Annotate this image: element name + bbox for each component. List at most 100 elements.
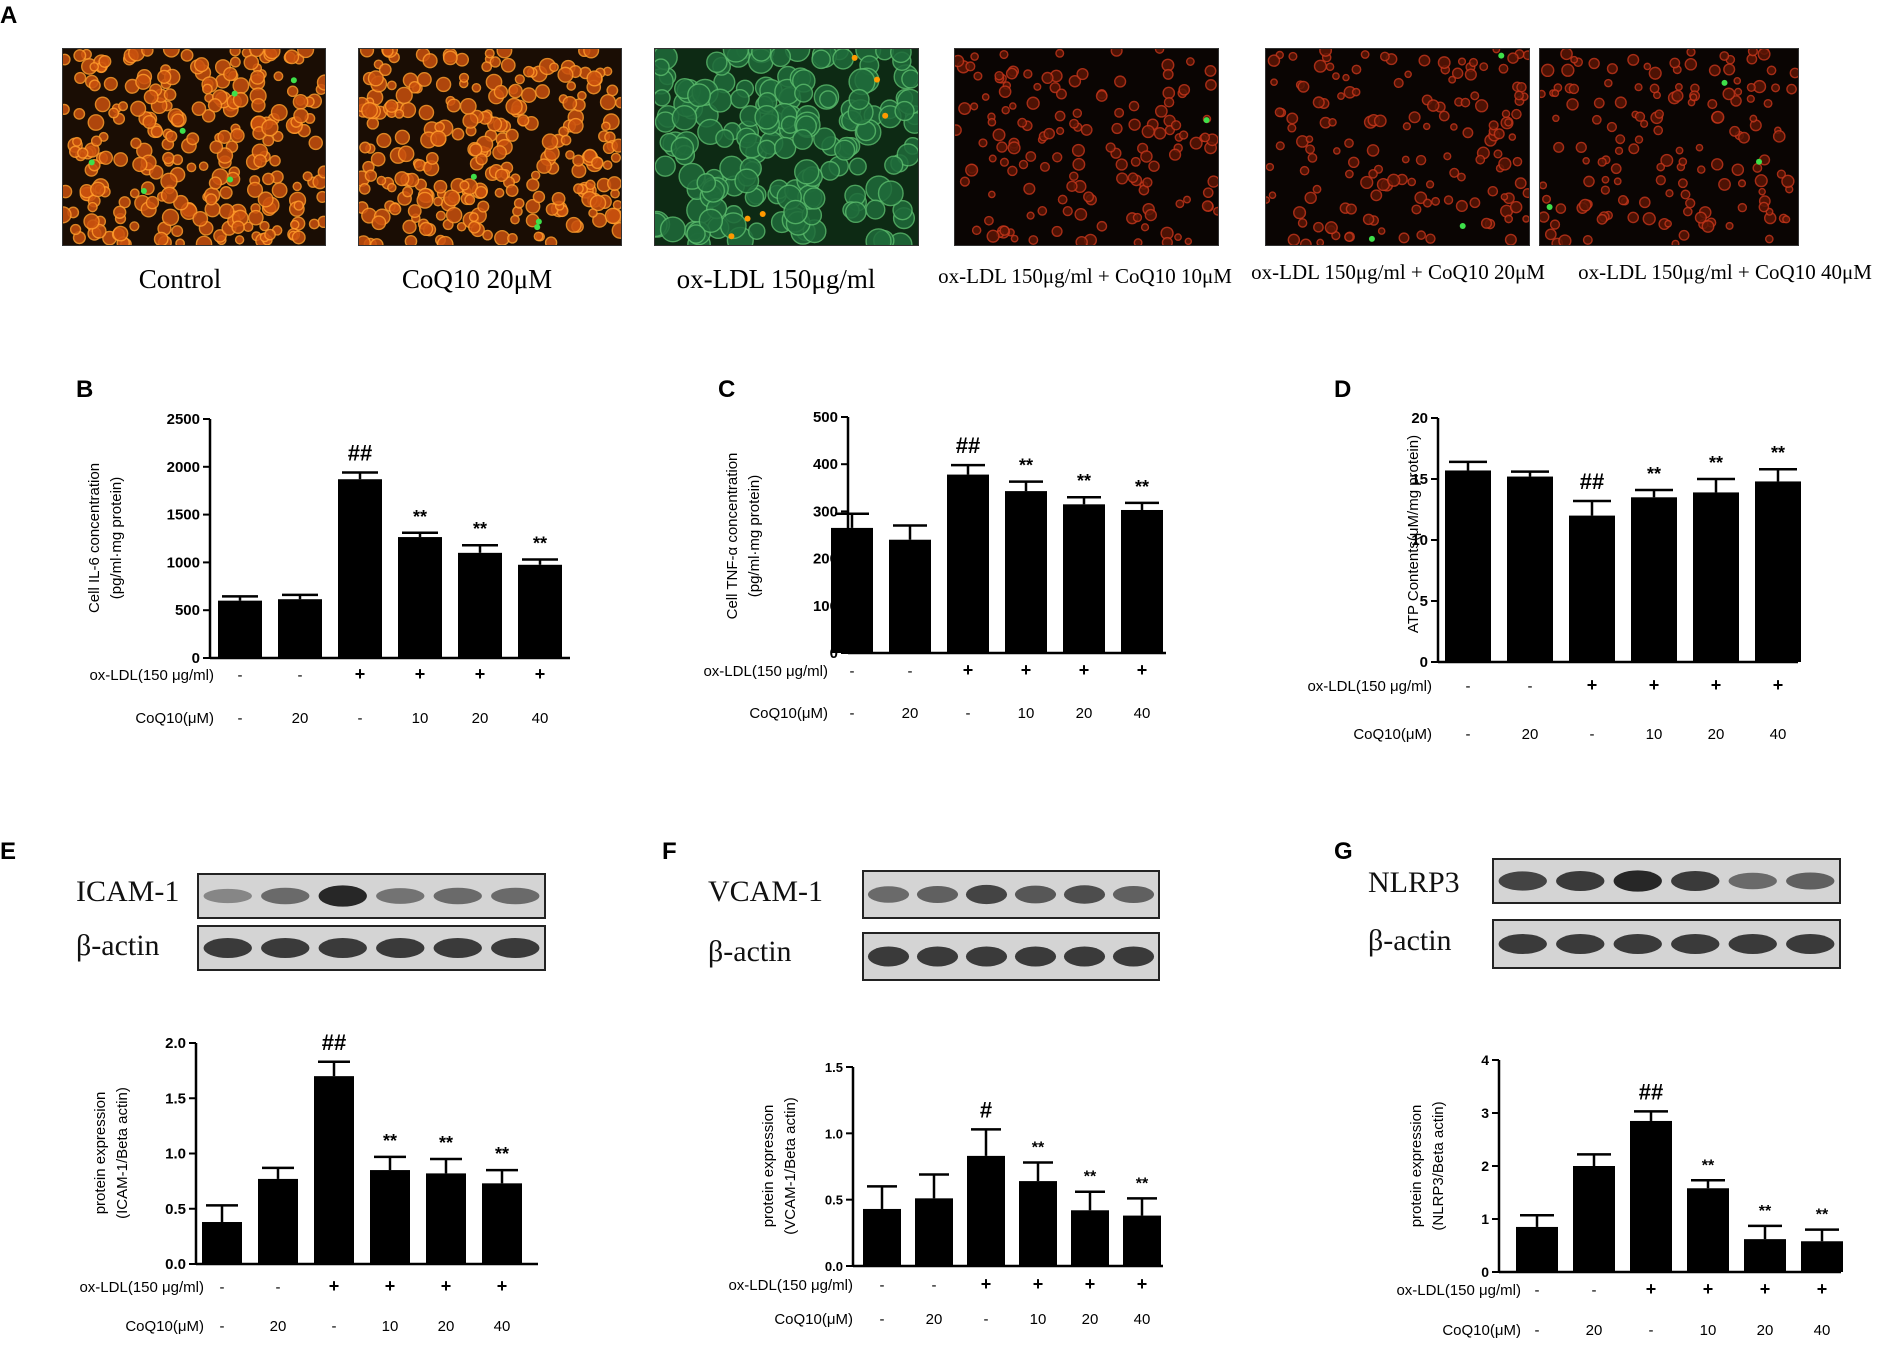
significance-mark: **	[1019, 456, 1033, 476]
oxldl-row-label: ox-LDL(150 μg/ml)	[79, 1279, 204, 1296]
significance-mark: **	[383, 1131, 397, 1151]
significance-mark: **	[1135, 477, 1149, 497]
treatment-value: +	[1137, 1274, 1148, 1294]
significance-mark: **	[1032, 1140, 1045, 1157]
treatment-value: -	[1590, 726, 1595, 743]
y-tick-label: 3	[1481, 1105, 1489, 1121]
oxldl-row-label: ox-LDL(150 μg/ml)	[1307, 678, 1432, 695]
bar	[1123, 1215, 1161, 1266]
blot-target-label: ICAM-1	[76, 875, 180, 908]
treatment-value: -	[1466, 726, 1471, 743]
bar	[967, 1155, 1005, 1266]
oxldl-row-label: ox-LDL(150 μg/ml)	[89, 667, 214, 684]
y-axis-label: (pg/ml·mg protein)	[108, 477, 125, 600]
micrograph-caption: ox-LDL 150μg/ml	[676, 264, 876, 294]
target-blot	[197, 873, 546, 919]
treatment-value: -	[332, 1318, 337, 1335]
significance-mark: ##	[348, 441, 372, 466]
y-tick-label: 1.0	[825, 1126, 843, 1141]
y-tick-label: 1500	[167, 507, 200, 524]
treatment-value: 20	[1757, 1322, 1774, 1339]
y-axis-label: protein expression	[92, 1092, 109, 1215]
bar-chart-g: 0 1 2 3 4 protein expression (NLRP3/Beta actin…	[1396, 1052, 1843, 1339]
treatment-value: -	[850, 705, 855, 722]
bar	[518, 564, 562, 658]
blot-control-label: β-actin	[1368, 924, 1452, 957]
blot-target-label: VCAM-1	[708, 875, 824, 908]
treatment-value: -	[1649, 1322, 1654, 1339]
significance-mark: **	[439, 1133, 453, 1153]
bar	[338, 479, 382, 658]
panel-letter-e: E	[0, 838, 17, 865]
treatment-value: 40	[494, 1318, 511, 1335]
coq10-row-label: CoQ10(μM)	[135, 710, 214, 727]
treatment-value: -	[880, 1277, 885, 1294]
bar	[1755, 481, 1801, 662]
treatment-value: 40	[532, 710, 549, 727]
treatment-value: 20	[292, 710, 309, 727]
treatment-value: -	[276, 1279, 281, 1296]
treatment-value: +	[475, 664, 486, 684]
treatment-value: -	[1535, 1322, 1540, 1339]
treatment-value: +	[1587, 675, 1598, 695]
y-axis-label: Cell IL-6 concentration	[86, 463, 103, 613]
y-axis-label: protein expression	[1408, 1105, 1425, 1228]
micrograph-6	[1539, 48, 1799, 246]
treatment-value: +	[497, 1276, 508, 1296]
target-blot	[1492, 858, 1841, 904]
treatment-value: +	[329, 1276, 340, 1296]
significance-mark: **	[1702, 1157, 1715, 1174]
oxldl-row-label: ox-LDL(150 μg/ml)	[1396, 1282, 1521, 1299]
treatment-value: 20	[472, 710, 489, 727]
bar	[1005, 491, 1047, 653]
y-tick-label: 0.0	[825, 1259, 843, 1274]
treatment-value: +	[963, 660, 974, 680]
treatment-value: -	[298, 667, 303, 684]
bar-chart-e: 0.0 0.5 1.0 1.5 2.0 protein expression (ICAM-1…	[79, 1030, 538, 1335]
y-axis-label: (VCAM-1/Beta actin)	[782, 1097, 799, 1235]
bar	[1569, 515, 1615, 662]
treatment-value: 40	[1770, 726, 1787, 743]
treatment-value: 20	[902, 705, 919, 722]
bar	[458, 552, 502, 658]
panel-letter-b: B	[76, 376, 94, 403]
y-tick-label: 500	[175, 602, 200, 619]
y-axis-label: ATP Contents(μM/mg protein)	[1405, 435, 1422, 633]
significance-mark: ##	[322, 1030, 346, 1055]
y-tick-label: 1000	[167, 554, 200, 571]
bar	[1693, 492, 1739, 662]
significance-mark: **	[1816, 1207, 1829, 1224]
significance-mark: **	[1084, 1169, 1097, 1186]
oxldl-row-label: ox-LDL(150 μg/ml)	[703, 663, 828, 680]
bar	[1744, 1239, 1786, 1272]
bar	[1507, 476, 1553, 662]
y-tick-label: 1.5	[165, 1090, 186, 1107]
y-axis-label: protein expression	[760, 1105, 777, 1228]
significance-mark: **	[473, 519, 487, 539]
micrograph-caption: ox-LDL 150μg/ml + CoQ10 10μM	[938, 264, 1232, 288]
bar	[278, 599, 322, 658]
treatment-value: 40	[1814, 1322, 1831, 1339]
y-tick-label: 2.0	[165, 1035, 186, 1052]
target-blot	[862, 870, 1160, 919]
bar	[863, 1208, 901, 1266]
coq10-row-label: CoQ10(μM)	[774, 1311, 853, 1328]
treatment-value: 20	[926, 1311, 943, 1328]
y-tick-label: 2000	[167, 459, 200, 476]
y-axis-label: (pg/ml·mg protein)	[746, 475, 763, 598]
panel-letter-g: G	[1334, 838, 1353, 865]
significance-mark: **	[1136, 1175, 1149, 1192]
blot-control-label: β-actin	[76, 929, 160, 962]
panel-letter-a: A	[0, 2, 18, 29]
treatment-value: -	[850, 663, 855, 680]
treatment-value: -	[1535, 1282, 1540, 1299]
significance-mark: ##	[1639, 1079, 1663, 1104]
treatment-value: 10	[382, 1318, 399, 1335]
treatment-value: 40	[1134, 1311, 1151, 1328]
bar	[1573, 1166, 1615, 1272]
coq10-row-label: CoQ10(μM)	[749, 705, 828, 722]
micrograph-5	[1265, 48, 1530, 246]
treatment-value: +	[535, 664, 546, 684]
panel-letter-c: C	[718, 376, 736, 403]
